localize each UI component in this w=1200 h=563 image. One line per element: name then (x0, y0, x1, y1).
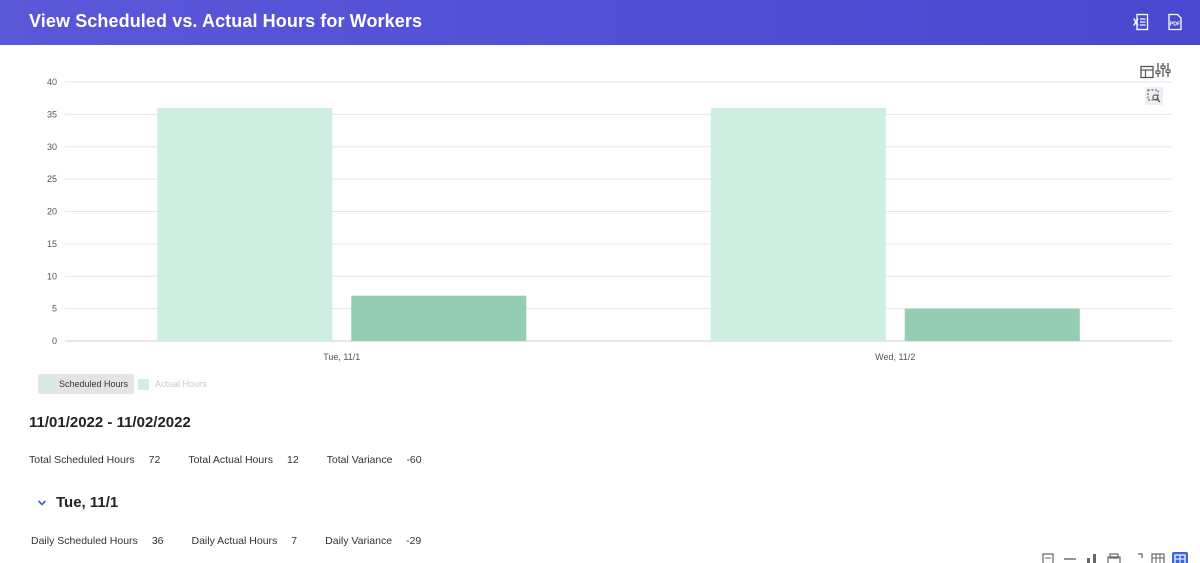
y-tick-label: 10 (47, 271, 57, 281)
fullscreen-icon[interactable] (1128, 552, 1144, 563)
grid-view-icon[interactable] (1150, 552, 1166, 563)
legend-swatch-actual (138, 378, 150, 390)
total-scheduled-label: Total Scheduled Hours (29, 454, 135, 466)
layout-toggle-button[interactable] (1137, 62, 1157, 82)
collapse-day-button[interactable] (34, 495, 50, 511)
bar-actual-0[interactable] (351, 295, 527, 341)
date-range-title: 11/01/2022 - 11/02/2022 (29, 414, 191, 431)
totals-row: Total Scheduled Hours 72 Total Actual Ho… (29, 454, 450, 466)
y-axis-ticks: 0 5 10 15 20 25 30 35 40 (47, 77, 57, 346)
chevron-down-icon (37, 499, 47, 506)
export-table-icon[interactable] (1040, 552, 1056, 563)
total-actual-value: 12 (286, 454, 299, 466)
y-tick-label: 40 (47, 77, 57, 87)
y-tick-label: 0 (52, 336, 57, 346)
legend-label: Actual Hours (155, 379, 207, 389)
y-tick-label: 25 (47, 174, 57, 184)
collapse-all-icon[interactable] (1062, 552, 1078, 563)
total-actual-label: Total Actual Hours (188, 454, 273, 466)
sliders-icon (1155, 63, 1171, 77)
chart-legend: Scheduled Hours Actual Hours (38, 374, 213, 394)
y-tick-label: 20 (47, 207, 57, 217)
hours-bar-chart: 0 5 10 15 20 25 30 35 40 Tue, 11/1 Wed, 11/2 (47, 77, 1172, 362)
bar-scheduled-0[interactable] (157, 107, 333, 342)
bar-scheduled-1[interactable] (710, 107, 886, 342)
daily-actual-value: 7 (291, 535, 298, 547)
daily-totals-row: Daily Scheduled Hours 36 Daily Actual Ho… (31, 535, 449, 547)
y-tick-label: 5 (52, 304, 57, 314)
page-header: View Scheduled vs. Actual Hours for Work… (0, 0, 1200, 45)
legend-swatch-scheduled (42, 378, 53, 390)
total-scheduled-value: 72 (148, 454, 161, 466)
zoom-region-button[interactable] (1145, 87, 1163, 105)
x-axis-ticks: Tue, 11/1 Wed, 11/2 (323, 352, 915, 362)
total-variance-label: Total Variance (326, 454, 393, 466)
day-section-header: Tue, 11/1 (34, 494, 118, 511)
daily-scheduled-value: 36 (151, 535, 164, 547)
x-tick-label: Wed, 11/2 (875, 352, 915, 362)
legend-label: Scheduled Hours (59, 379, 129, 389)
page-title: View Scheduled vs. Actual Hours for Work… (29, 11, 423, 31)
zoom-select-icon (1147, 89, 1161, 103)
daily-variance-value: -29 (406, 535, 422, 547)
chart-bars (157, 107, 1080, 342)
print-icon[interactable] (1106, 552, 1122, 563)
table-view-icon[interactable] (1172, 552, 1188, 563)
y-tick-label: 15 (47, 239, 57, 249)
x-tick-label: Tue, 11/1 (323, 352, 360, 362)
pdf-export-button[interactable]: PDF (1165, 11, 1185, 33)
legend-item-scheduled-hours[interactable]: Scheduled Hours (38, 374, 135, 394)
excel-export-icon (1133, 13, 1149, 31)
total-variance-value: -60 (406, 454, 422, 466)
y-tick-label: 30 (47, 142, 57, 152)
table-toolbar (1040, 552, 1188, 563)
chart-view-icon[interactable] (1084, 552, 1100, 563)
daily-actual-label: Daily Actual Hours (191, 535, 278, 547)
pdf-export-icon: PDF (1168, 13, 1182, 31)
pdf-icon-label: PDF (1170, 22, 1180, 28)
chart-settings-button[interactable] (1153, 60, 1173, 80)
table-layout-icon (1140, 65, 1154, 79)
y-tick-label: 35 (47, 109, 57, 119)
bar-actual-1[interactable] (904, 308, 1080, 341)
legend-item-actual-hours[interactable]: Actual Hours (134, 374, 213, 394)
daily-scheduled-label: Daily Scheduled Hours (31, 535, 138, 547)
excel-export-button[interactable] (1131, 11, 1151, 33)
day-title: Tue, 11/1 (56, 494, 119, 511)
daily-variance-label: Daily Variance (325, 535, 393, 547)
